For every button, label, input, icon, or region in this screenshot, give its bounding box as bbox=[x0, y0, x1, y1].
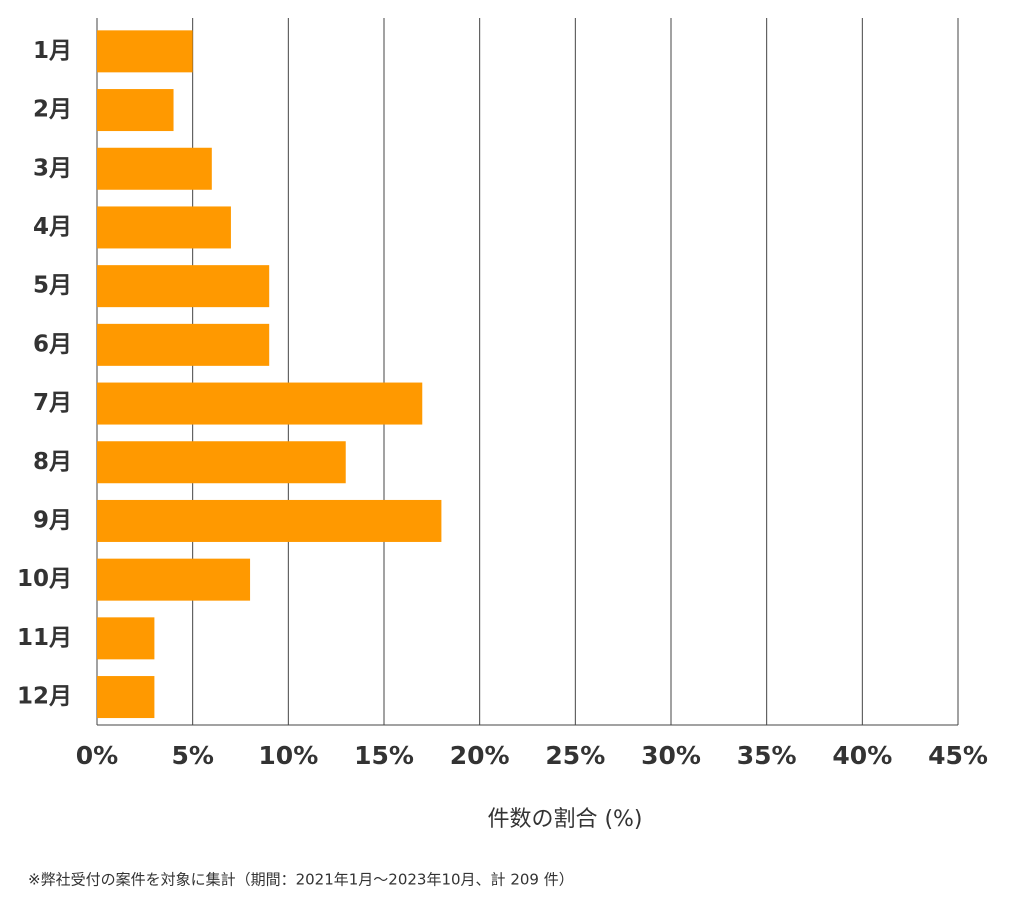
bar bbox=[97, 323, 270, 366]
bar bbox=[97, 617, 155, 660]
bar bbox=[97, 147, 212, 190]
bar bbox=[97, 558, 251, 601]
bar bbox=[97, 206, 231, 249]
y-tick-label: 1月 bbox=[33, 38, 72, 64]
y-tick-label: 6月 bbox=[33, 331, 72, 357]
y-tick-label: 10月 bbox=[17, 566, 72, 592]
y-tick-label: 9月 bbox=[33, 507, 72, 533]
bar bbox=[97, 676, 155, 719]
x-tick-label: 30% bbox=[641, 741, 701, 770]
bar bbox=[97, 265, 270, 308]
y-tick-label: 2月 bbox=[33, 97, 72, 123]
bar bbox=[97, 499, 442, 542]
y-tick-label: 11月 bbox=[17, 625, 72, 651]
bar bbox=[97, 382, 423, 425]
bar bbox=[97, 89, 174, 132]
y-tick-label: 7月 bbox=[33, 390, 72, 416]
y-tick-label: 8月 bbox=[33, 449, 72, 475]
y-tick-label: 4月 bbox=[33, 214, 72, 240]
x-tick-label: 45% bbox=[928, 741, 988, 770]
x-tick-label: 40% bbox=[832, 741, 892, 770]
x-tick-label: 0% bbox=[76, 741, 118, 770]
x-tick-label: 15% bbox=[354, 741, 414, 770]
y-tick-label: 5月 bbox=[33, 273, 72, 299]
x-axis-title: 件数の割合 (%) bbox=[487, 807, 642, 832]
x-tick-label: 20% bbox=[450, 741, 510, 770]
x-tick-label: 35% bbox=[737, 741, 797, 770]
bar bbox=[97, 30, 193, 73]
y-tick-label: 12月 bbox=[17, 684, 72, 710]
footnote: ※弊社受付の案件を対象に集計（期間：2021年1月～2023年10月、計 209… bbox=[28, 871, 574, 889]
bar bbox=[97, 441, 346, 484]
x-tick-label: 25% bbox=[545, 741, 605, 770]
x-tick-label: 5% bbox=[171, 741, 213, 770]
y-tick-label: 3月 bbox=[33, 155, 72, 181]
x-tick-label: 10% bbox=[258, 741, 318, 770]
